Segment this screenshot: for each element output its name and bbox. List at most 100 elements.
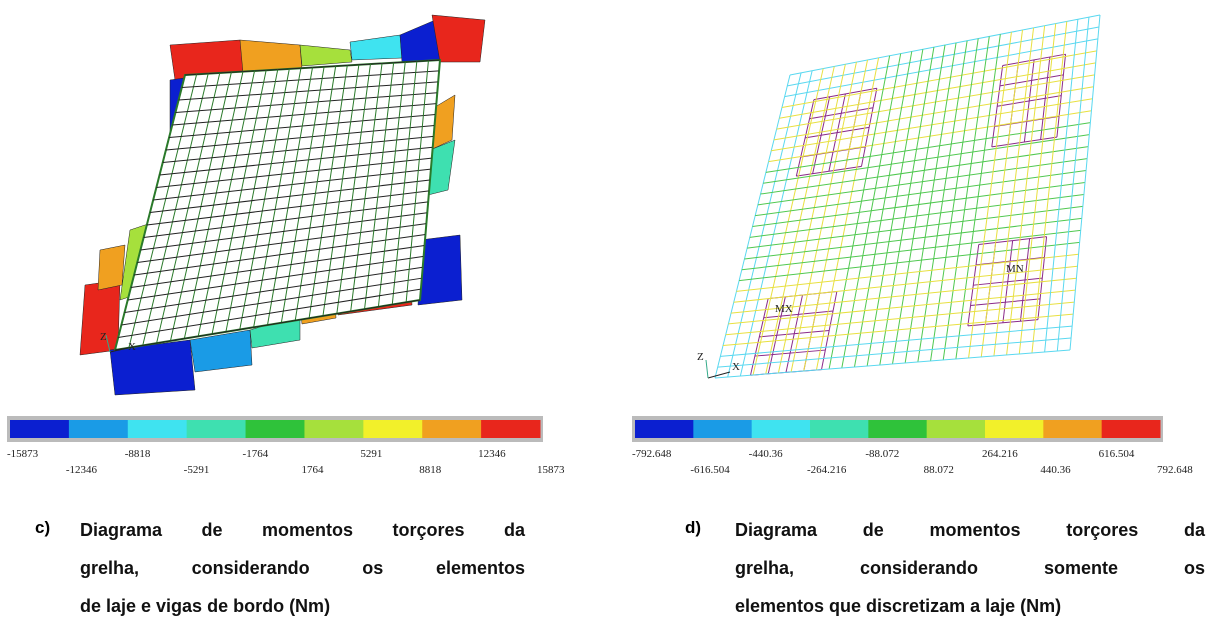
mesh-line <box>759 330 830 338</box>
caption-line: Diagrama de momentos torçores da <box>80 520 525 540</box>
legend-swatch <box>304 420 364 438</box>
mesh-line <box>967 319 1038 327</box>
mesh-line <box>114 299 421 351</box>
axis-label: Z <box>100 331 107 343</box>
mesh-line <box>860 88 878 167</box>
legend-swatch <box>245 420 305 438</box>
mesh-line <box>725 301 1075 336</box>
mesh-line <box>137 223 427 263</box>
legend-label: 88.072 <box>924 464 954 476</box>
axis-label: Z <box>697 351 704 363</box>
axis <box>105 334 111 353</box>
mesh-line <box>118 288 421 338</box>
mesh-line <box>1056 17 1090 352</box>
mesh-line <box>1040 56 1051 140</box>
mesh-line <box>322 64 360 316</box>
mesh-line <box>728 289 1076 325</box>
mesh-line <box>419 59 441 301</box>
mesh-line <box>1006 25 1046 356</box>
legend-swatch <box>422 420 482 438</box>
legend-label: -264.216 <box>807 464 847 476</box>
marker-label: MX <box>775 303 793 315</box>
mesh-line <box>749 193 1084 238</box>
axis <box>705 359 709 379</box>
mesh-line <box>294 66 337 321</box>
caption-line: grelha, considerando os elementos <box>80 558 525 578</box>
legend-label: -88.072 <box>865 448 899 460</box>
mesh-line <box>722 313 1074 347</box>
axis <box>109 347 129 353</box>
legend-swatch <box>127 420 188 438</box>
legend-swatch <box>481 420 541 438</box>
caption-line: de laje e vigas de bordo (Nm) <box>80 596 331 616</box>
mesh-line <box>904 42 957 364</box>
mesh-line <box>805 126 870 139</box>
legend-swatch <box>751 420 811 438</box>
mesh-line <box>980 29 1023 358</box>
mesh-line <box>714 349 1071 379</box>
mesh-line <box>405 60 429 303</box>
mesh-line <box>754 349 826 357</box>
marker-label: MN <box>1006 263 1024 275</box>
edge-beam <box>109 339 196 396</box>
legend-label: 12346 <box>478 448 506 460</box>
legend-swatch <box>10 420 70 438</box>
axis <box>707 371 731 379</box>
legend-swatch <box>635 420 694 438</box>
mesh-line <box>1031 21 1068 354</box>
legend-swatch <box>810 420 869 438</box>
mesh-line <box>993 27 1035 357</box>
legend-label: 264.216 <box>982 448 1018 460</box>
legend-label: 5291 <box>360 448 382 460</box>
mesh-line <box>1044 19 1079 353</box>
legend-label: 616.504 <box>1099 448 1135 460</box>
caption-letter: d) <box>685 518 702 537</box>
mesh-line <box>121 277 422 326</box>
mesh-line <box>280 66 325 323</box>
mesh-line <box>991 136 1057 148</box>
legend-swatch <box>926 420 986 438</box>
mesh-line <box>364 62 395 310</box>
mesh-line <box>1069 14 1101 351</box>
mesh-line <box>146 190 430 226</box>
mesh-line <box>336 64 371 314</box>
legend-label: 8818 <box>419 464 442 476</box>
mesh-line <box>821 291 838 370</box>
legend-label: -15873 <box>7 448 39 460</box>
mesh-line <box>143 201 429 238</box>
edge-beam <box>431 14 486 63</box>
mesh-line <box>149 179 431 213</box>
legend-swatch <box>1101 420 1161 438</box>
legend-swatch <box>68 420 129 438</box>
mesh-line <box>968 32 1012 359</box>
caption: Diagrama de momentos torçores da grelha,… <box>80 511 525 625</box>
mesh-line <box>308 65 348 319</box>
mesh-line <box>752 182 1086 227</box>
legend-label: 1764 <box>301 464 324 476</box>
mesh-line <box>800 146 866 158</box>
legend-label: -1764 <box>243 448 269 460</box>
caption-line: elementos que discretizam a laje (Nm) <box>735 596 1062 616</box>
mesh-line <box>942 36 990 361</box>
mesh-line <box>744 217 1082 260</box>
edge-beam <box>299 44 353 67</box>
mesh-line <box>955 34 1001 360</box>
axis-label: X <box>732 361 740 373</box>
caption: Diagrama de momentos torçores da grelha,… <box>735 511 1205 625</box>
mesh-line <box>733 265 1078 303</box>
caption-letter: c) <box>35 518 51 537</box>
caption-line: grelha, considerando somente os <box>735 558 1205 578</box>
mesh-line <box>997 95 1062 107</box>
mesh-line <box>127 255 424 301</box>
mesh-line <box>917 40 968 363</box>
mesh-line <box>796 165 862 177</box>
mesh-line <box>930 38 979 362</box>
legend-label: -12346 <box>66 464 98 476</box>
mesh-line <box>130 244 425 288</box>
edge-beam <box>189 329 253 373</box>
mesh-line <box>124 266 423 313</box>
legend-label: 15873 <box>537 464 565 476</box>
mesh-line <box>140 212 428 251</box>
legend-swatch <box>186 420 247 438</box>
